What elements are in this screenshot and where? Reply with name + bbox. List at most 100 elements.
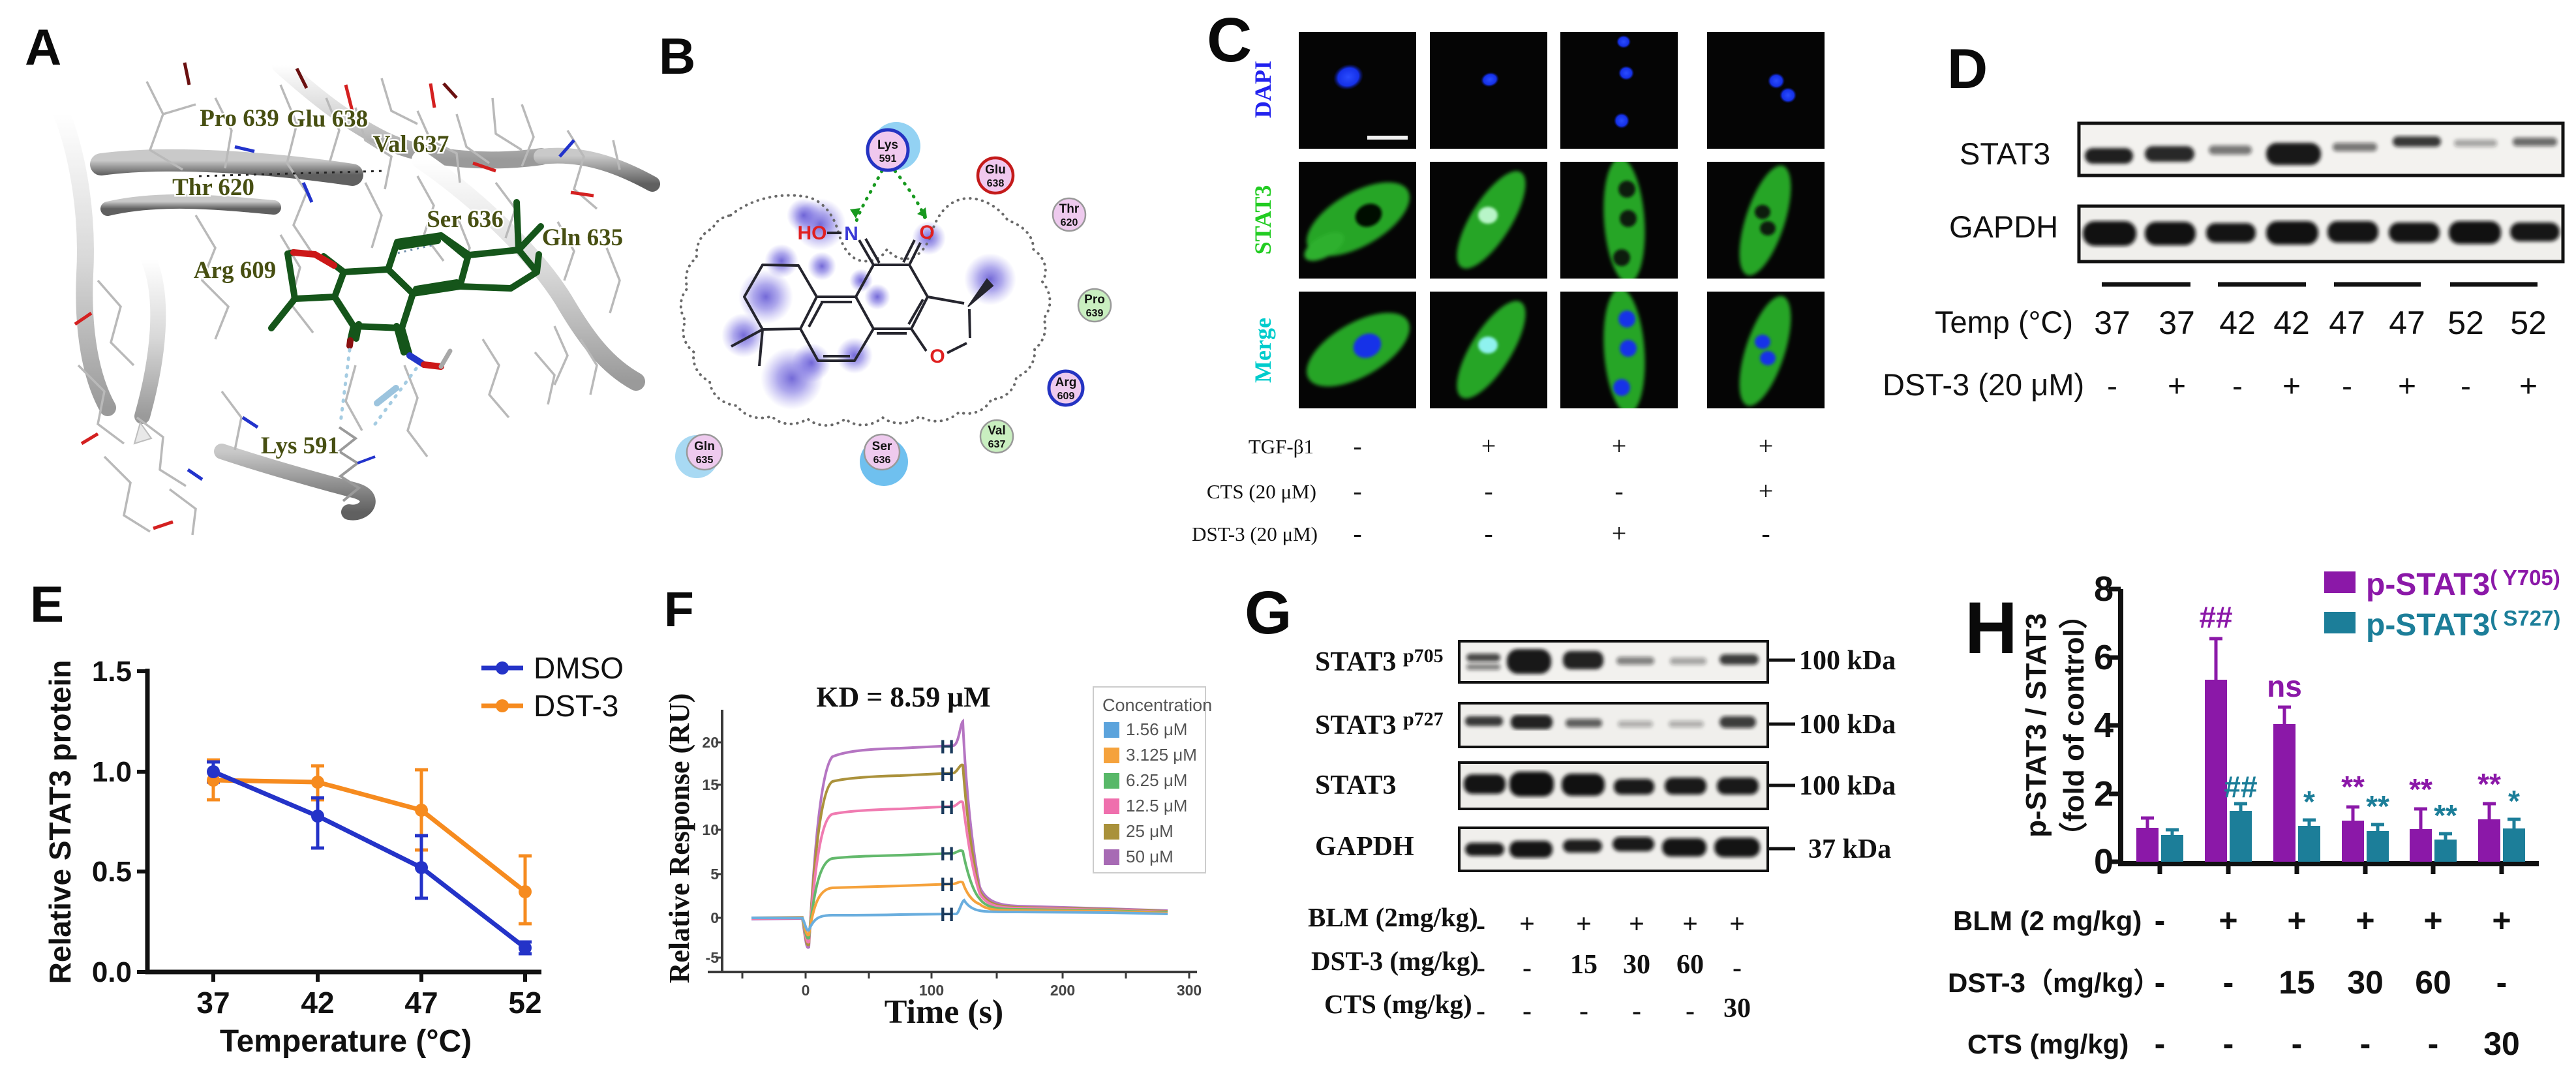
svg-text:E: E: [30, 575, 64, 633]
svg-text:H: H: [940, 797, 954, 819]
svg-text:37: 37: [2159, 305, 2195, 341]
svg-text:Temp (°C): Temp (°C): [1935, 305, 2073, 339]
svg-text:Gln: Gln: [694, 440, 715, 453]
svg-text:52: 52: [508, 986, 541, 1020]
svg-text:+: +: [1612, 431, 1627, 461]
svg-text:+: +: [2519, 369, 2538, 404]
svg-text:STAT3: STAT3: [1960, 136, 2050, 171]
svg-text:-: -: [1353, 519, 1361, 548]
svg-text:STAT3 p705: STAT3 p705: [1315, 645, 1444, 677]
svg-text:Temperature (°C): Temperature (°C): [220, 1024, 472, 1059]
svg-text:-: -: [1733, 953, 1742, 983]
svg-text:-: -: [1484, 519, 1493, 548]
svg-text:CTS (mg/kg): CTS (mg/kg): [1324, 989, 1472, 1019]
svg-text:Pro 639: Pro 639: [200, 105, 279, 132]
svg-text:+: +: [2168, 369, 2186, 404]
svg-text:15: 15: [702, 776, 719, 793]
svg-text:ns: ns: [2267, 669, 2302, 703]
svg-text:1.0: 1.0: [92, 756, 132, 788]
svg-text:-: -: [1353, 476, 1361, 506]
svg-text:635: 635: [696, 455, 714, 466]
svg-text:-: -: [2428, 1025, 2439, 1062]
svg-text:12.5 μM: 12.5 μM: [1126, 796, 1187, 815]
svg-text:15: 15: [2279, 964, 2315, 1001]
svg-text:DST-3 (mg/kg): DST-3 (mg/kg): [1311, 946, 1479, 976]
svg-text:5: 5: [710, 866, 719, 883]
svg-text:+: +: [2356, 902, 2374, 939]
svg-text:H: H: [940, 764, 954, 785]
svg-text:-: -: [2155, 964, 2166, 1001]
svg-text:HO: HO: [798, 222, 827, 244]
svg-text:0: 0: [710, 909, 719, 926]
svg-text:##: ##: [2199, 600, 2232, 634]
svg-text:+: +: [1729, 909, 1745, 939]
svg-text:O: O: [919, 222, 934, 243]
svg-text:25 μM: 25 μM: [1126, 821, 1174, 841]
svg-text:-: -: [1632, 996, 1641, 1026]
svg-text:DST-3: DST-3: [534, 689, 618, 723]
svg-text:620: 620: [1061, 217, 1078, 228]
svg-text:30: 30: [2347, 964, 2384, 1001]
svg-text:-: -: [2223, 1025, 2234, 1062]
svg-text:6.25 μM: 6.25 μM: [1126, 770, 1187, 790]
svg-text:TGF-β1: TGF-β1: [1249, 435, 1314, 458]
svg-text:（fold of control）: （fold of control）: [2058, 600, 2090, 851]
svg-text:8: 8: [2094, 569, 2114, 609]
svg-text:O: O: [930, 346, 945, 367]
svg-text:DMSO: DMSO: [534, 651, 624, 685]
svg-text:+: +: [1759, 431, 1774, 461]
svg-text:-: -: [2223, 964, 2234, 1001]
svg-text:60: 60: [2415, 964, 2451, 1001]
svg-text:GAPDH: GAPDH: [1949, 209, 2058, 244]
svg-text:37 kDa: 37 kDa: [1808, 834, 1891, 864]
svg-text:Val: Val: [988, 424, 1005, 438]
svg-text:Thr 620: Thr 620: [172, 174, 254, 201]
svg-text:-: -: [1579, 996, 1588, 1026]
svg-text:B: B: [659, 27, 695, 85]
svg-text:+: +: [1612, 519, 1627, 548]
svg-text:10: 10: [702, 821, 719, 838]
svg-text:47: 47: [2329, 305, 2365, 341]
svg-text:H: H: [940, 874, 954, 896]
svg-text:Glu: Glu: [985, 163, 1006, 177]
svg-text:H: H: [1965, 587, 2018, 669]
svg-text:+: +: [2282, 369, 2301, 404]
svg-text:CTS (mg/kg): CTS (mg/kg): [1967, 1029, 2129, 1059]
svg-text:30: 30: [1623, 950, 1650, 980]
svg-text:639: 639: [1086, 308, 1104, 319]
svg-text:2: 2: [2094, 774, 2114, 813]
svg-text:**: **: [2341, 770, 2365, 804]
svg-text:-: -: [2292, 1025, 2303, 1062]
svg-text:Time (s): Time (s): [885, 993, 1003, 1031]
svg-text:100 kDa: 100 kDa: [1799, 646, 1896, 676]
svg-text:50 μM: 50 μM: [1126, 847, 1174, 866]
svg-text:Ser 636: Ser 636: [427, 206, 504, 233]
svg-text:-: -: [2496, 964, 2508, 1001]
svg-text:+: +: [2287, 902, 2306, 939]
svg-text:+: +: [1759, 476, 1774, 506]
svg-text:15: 15: [1570, 950, 1598, 980]
svg-text:300: 300: [1177, 982, 1202, 999]
svg-text:42: 42: [2219, 305, 2256, 341]
svg-text:Lys: Lys: [877, 138, 898, 152]
svg-text:-: -: [1761, 519, 1770, 548]
svg-text:637: 637: [988, 439, 1006, 450]
svg-text:100 kDa: 100 kDa: [1799, 771, 1896, 801]
svg-text:STAT3: STAT3: [1315, 770, 1396, 800]
svg-text:60: 60: [1676, 950, 1704, 980]
svg-text:4: 4: [2094, 706, 2114, 745]
svg-text:-: -: [1476, 996, 1485, 1026]
svg-text:DAPI: DAPI: [1250, 61, 1276, 118]
svg-text:Ser: Ser: [872, 440, 892, 453]
svg-text:D: D: [1947, 38, 1988, 100]
svg-text:H: H: [940, 736, 954, 758]
svg-text:636: 636: [873, 455, 891, 466]
svg-text:F: F: [664, 582, 694, 637]
svg-text:-: -: [1686, 996, 1695, 1026]
svg-text:30: 30: [2483, 1025, 2520, 1062]
svg-text:609: 609: [1057, 391, 1075, 402]
svg-text:Glu 638: Glu 638: [287, 106, 368, 132]
svg-text:-: -: [2232, 369, 2243, 404]
svg-text:-: -: [1523, 953, 1532, 983]
svg-text:3.125 μM: 3.125 μM: [1126, 745, 1197, 765]
